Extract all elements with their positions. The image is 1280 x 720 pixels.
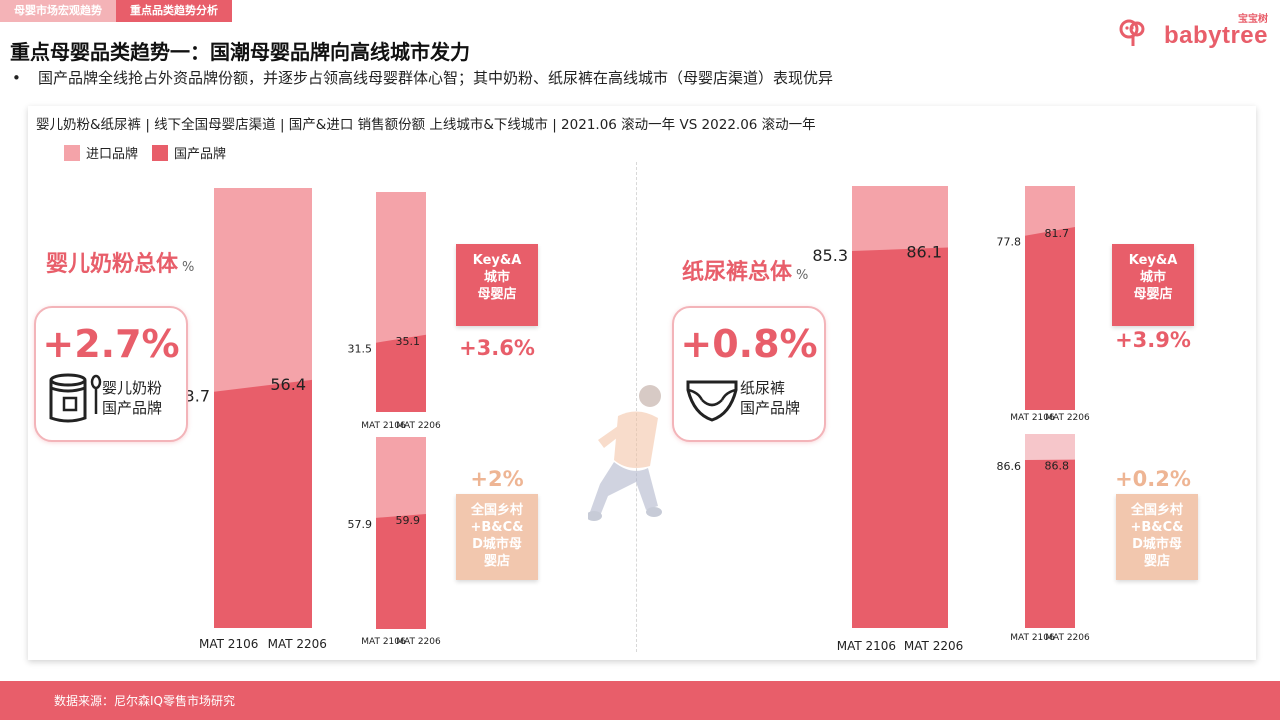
diaper-segment-title: 纸尿裤总体% [682,254,808,286]
logo-cn-text: 宝宝树 [1238,14,1268,25]
diaper-sub1-delta: +3.9% [1115,328,1191,352]
milk-rural-value-label-0: 57.9 [348,518,373,531]
diaper-rural-tick-label-0: MAT 2106 [1010,633,1055,643]
milk-rural-domestic-area [376,513,426,629]
diaper-total-tick-label-1: MAT 2206 [904,639,963,653]
diaper-tag2-line3: D城市母 [1132,537,1182,552]
tree-logo-icon [1119,19,1145,46]
diaper-segment-name: 纸尿裤总体 [682,260,793,285]
milk-callout-label-2: 国产品牌 [102,399,163,417]
diaper-tag-key-city: Key&A 城市 母婴店 [1112,244,1194,326]
page-title: 重点母婴品类趋势一：国潮母婴品牌向高线城市发力 [10,40,470,64]
diaper-rural-tick-label-1: MAT 2206 [1045,633,1090,643]
footer-bar: 数据来源：尼尔森IQ零售市场研究 [0,681,1280,720]
milk-key-city-tick-label-0: MAT 2106 [361,421,406,431]
diaper-key-city-tick-label-0: MAT 2106 [1010,413,1055,423]
milk-total-value-label-1: 56.4 [270,375,306,394]
diaper-total-value-label-1: 86.1 [906,242,942,261]
milk-key-city-value-label-0: 31.5 [348,343,373,356]
milk-sub1-delta: +3.6% [459,336,535,360]
legend-swatch-domestic [152,144,169,161]
diaper-total-value-label-0: 85.3 [812,246,848,265]
chart-panel: 婴儿奶粉&纸尿裤 | 线下全国母婴店渠道 | 国产&进口 销售额份额 上线城市&… [28,106,1256,660]
milk-rural-value-label-1: 59.9 [396,514,421,527]
diaper-tag1-line3: 母婴店 [1133,287,1173,302]
diaper-key-city-domestic-area [1025,226,1075,410]
diaper-tag1-line2: 城市 [1139,270,1166,285]
section-tabs: 母婴市场宏观趋势 重点品类趋势分析 [0,0,232,22]
diaper-total-tick-label-0: MAT 2106 [837,639,896,653]
diaper-key-city-value-label-1: 81.7 [1045,227,1070,240]
milk-total-tick-label-1: MAT 2206 [268,637,327,651]
diaper-icon [686,380,738,422]
diaper-rural-value-label-1: 86.8 [1045,460,1070,473]
summary-bullet: • 国产品牌全线抢占外资品牌份额，并逐步占领高线母婴群体心智；其中奶粉、纸尿裤在高… [12,69,834,87]
milk-unit: % [182,260,195,275]
diaper-rural-domestic-area [1025,459,1075,628]
milk-rural-tick-label-1: MAT 2206 [396,637,441,647]
diaper-tag2-line1: 全国乡村 [1130,503,1183,518]
diaper-callout: +0.8% 纸尿裤 国产品牌 [672,306,826,442]
milk-tag2-line1: 全国乡村 [470,503,523,518]
legend-item-import: 进口品牌 [64,143,138,162]
milk-tag1-line2: 城市 [483,270,510,285]
diaper-rural-value-label-0: 86.6 [997,460,1022,473]
milk-tag-key-city: Key&A 城市 母婴店 [456,244,538,326]
milk-total-domestic-area [214,379,312,628]
tab-market-macro[interactable]: 母婴市场宏观趋势 [0,0,116,22]
milk-callout-label: 婴儿奶粉 国产品牌 [102,378,162,418]
diaper-callout-label-2: 国产品牌 [740,399,801,417]
summary-text: 国产品牌全线抢占外资品牌份额，并逐步占领高线母婴群体心智；其中奶粉、纸尿裤在高线… [38,69,834,87]
logo-en-text: babytree [1163,22,1268,49]
runner-illustration-icon [588,385,662,521]
diaper-sub2-delta: +0.2% [1115,467,1191,491]
babytree-logo: 宝宝树 babytree [1118,8,1268,49]
milk-tag1-line3: 母婴店 [477,287,517,302]
formula-can-icon [49,373,102,423]
legend-swatch-import [64,144,80,161]
milk-rural-tick-label-0: MAT 2106 [361,637,406,647]
milk-tag2-line2: +B&C& [470,520,524,535]
milk-total-tick-label-0: MAT 2106 [199,637,258,651]
milk-segment-name: 婴儿奶粉总体 [46,252,179,277]
panel-divider [636,162,637,652]
milk-callout: +2.7% 婴儿奶粉 国产品牌 [34,306,188,442]
milk-tag-rural: 全国乡村 +B&C& D城市母 婴店 [456,494,538,580]
milk-tag1-line1: Key&A [472,253,522,268]
chart-legend: 进口品牌 国产品牌 [64,143,240,162]
diaper-callout-delta: +0.8% [680,322,818,366]
milk-sub2-delta: +2% [470,467,524,491]
milk-callout-delta: +2.7% [42,322,180,366]
milk-tag2-line3: D城市母 [472,537,522,552]
diaper-tag2-line4: 婴店 [1143,554,1170,569]
milk-key-city-domestic-area [376,334,426,412]
diaper-tag1-line1: Key&A [1128,253,1178,268]
milk-key-city-tick-label-1: MAT 2206 [396,421,441,431]
diaper-callout-label-1: 纸尿裤 [740,379,786,397]
tab-category-trend[interactable]: 重点品类趋势分析 [116,0,232,22]
legend-item-domestic: 国产品牌 [152,143,226,162]
diaper-total-domestic-area [852,247,948,629]
legend-label-import: 进口品牌 [86,147,139,162]
diaper-key-city-tick-label-1: MAT 2206 [1045,413,1090,423]
diaper-tag-rural: 全国乡村 +B&C& D城市母 婴店 [1116,494,1198,580]
diaper-tag2-line2: +B&C& [1130,520,1184,535]
milk-key-city-value-label-1: 35.1 [396,335,421,348]
diaper-callout-label: 纸尿裤 国产品牌 [740,378,800,418]
milk-tag2-line4: 婴店 [483,554,510,569]
chart-title: 婴儿奶粉&纸尿裤 | 线下全国母婴店渠道 | 国产&进口 销售额份额 上线城市&… [36,117,816,133]
milk-callout-label-1: 婴儿奶粉 [102,379,163,397]
data-source-text: 数据来源：尼尔森IQ零售市场研究 [54,694,235,708]
diaper-unit: % [796,268,809,283]
milk-segment-title: 婴儿奶粉总体% [46,246,194,278]
diaper-key-city-value-label-0: 77.8 [997,236,1022,249]
legend-label-domestic: 国产品牌 [174,147,227,162]
